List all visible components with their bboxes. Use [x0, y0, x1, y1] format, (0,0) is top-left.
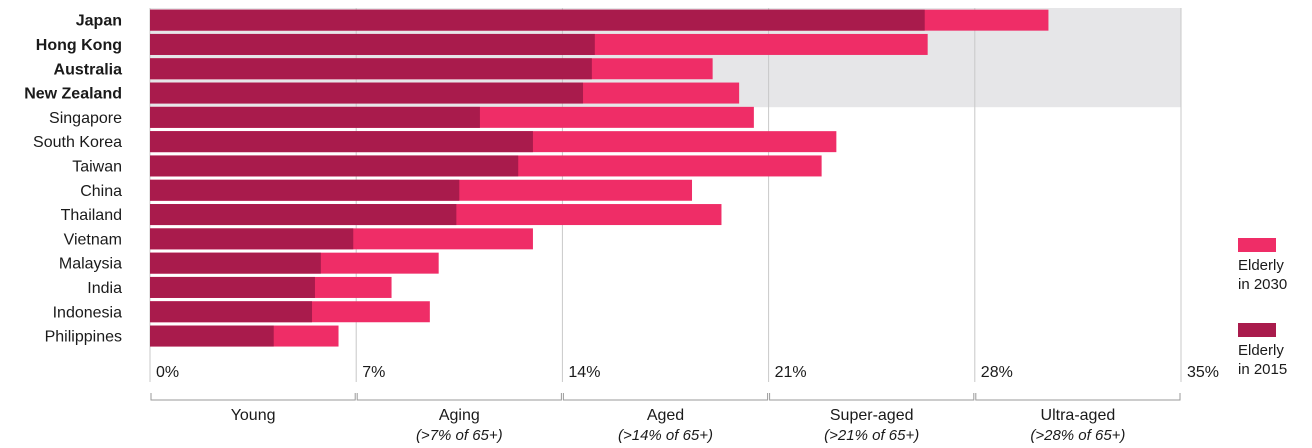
legend-label-2015: Elderly in 2015 [1238, 341, 1308, 379]
legend-label-2030: Elderly in 2030 [1238, 256, 1308, 294]
bar-2015-indonesia [150, 301, 313, 323]
bar-2015-new-zealand [150, 82, 584, 104]
band-label-ultra-aged: Ultra-aged [1041, 407, 1116, 424]
bar-2015-malaysia [150, 252, 321, 274]
bar-2015-australia [150, 58, 592, 80]
band-sublabel-aged: (>14% of 65+) [618, 427, 713, 444]
bar-2015-south-korea [150, 131, 533, 153]
band-bracket-aged [562, 393, 769, 401]
legend-item-2030: Elderly in 2030 [1238, 238, 1308, 294]
bar-2015-taiwan [150, 155, 519, 177]
tick-label-2: 14% [568, 364, 600, 381]
band-sublabel-ultra-aged: (>28% of 65+) [1030, 427, 1125, 444]
bar-2015-thailand [150, 204, 457, 226]
category-label-china: China [80, 183, 122, 200]
legend-swatch-2015 [1238, 323, 1276, 337]
bar-2015-philippines [150, 325, 274, 347]
band-bracket-young [150, 393, 356, 401]
legend-label-2015-line2: in 2015 [1238, 361, 1288, 378]
bar-2015-singapore [150, 106, 480, 128]
band-label-aging: Aging [439, 407, 480, 424]
category-label-south-korea: South Korea [33, 134, 122, 151]
band-bracket-aging [356, 393, 562, 401]
category-label-thailand: Thailand [61, 207, 122, 224]
band-bracket-super-aged [769, 393, 975, 401]
legend-label-2015-line1: Elderly [1238, 342, 1284, 359]
band-sublabel-super-aged: (>21% of 65+) [824, 427, 919, 444]
category-label-taiwan: Taiwan [72, 158, 122, 175]
category-label-malaysia: Malaysia [59, 256, 122, 273]
tick-label-1: 7% [362, 364, 385, 381]
category-label-australia: Australia [54, 61, 123, 78]
legend-label-2030-line1: Elderly [1238, 257, 1284, 274]
bar-2015-japan [150, 9, 925, 31]
tick-label-3: 21% [775, 364, 807, 381]
bar-2015-hong-kong [150, 33, 595, 55]
bar-2015-india [150, 276, 315, 298]
bar-2015-china [150, 179, 460, 201]
band-label-aged: Aged [647, 407, 684, 424]
category-label-indonesia: Indonesia [53, 304, 122, 321]
category-label-india: India [87, 280, 122, 297]
tick-label-0: 0% [156, 364, 179, 381]
legend-swatch-2030 [1238, 238, 1276, 252]
band-label-super-aged: Super-aged [830, 407, 914, 424]
legend-label-2030-line2: in 2030 [1238, 276, 1288, 293]
bar-2015-vietnam [150, 228, 354, 250]
band-sublabel-aging: (>7% of 65+) [416, 427, 503, 444]
tick-label-4: 28% [981, 364, 1013, 381]
category-label-singapore: Singapore [49, 110, 122, 127]
category-label-japan: Japan [76, 13, 122, 30]
category-label-new-zealand: New Zealand [24, 86, 122, 103]
category-label-vietnam: Vietnam [64, 231, 122, 248]
legend-item-2015: Elderly in 2015 [1238, 323, 1308, 379]
tick-label-5: 35% [1187, 364, 1219, 381]
band-bracket-ultra-aged [975, 393, 1181, 401]
category-label-hong-kong: Hong Kong [36, 37, 122, 54]
band-label-young: Young [231, 407, 276, 424]
category-label-philippines: Philippines [45, 329, 122, 346]
